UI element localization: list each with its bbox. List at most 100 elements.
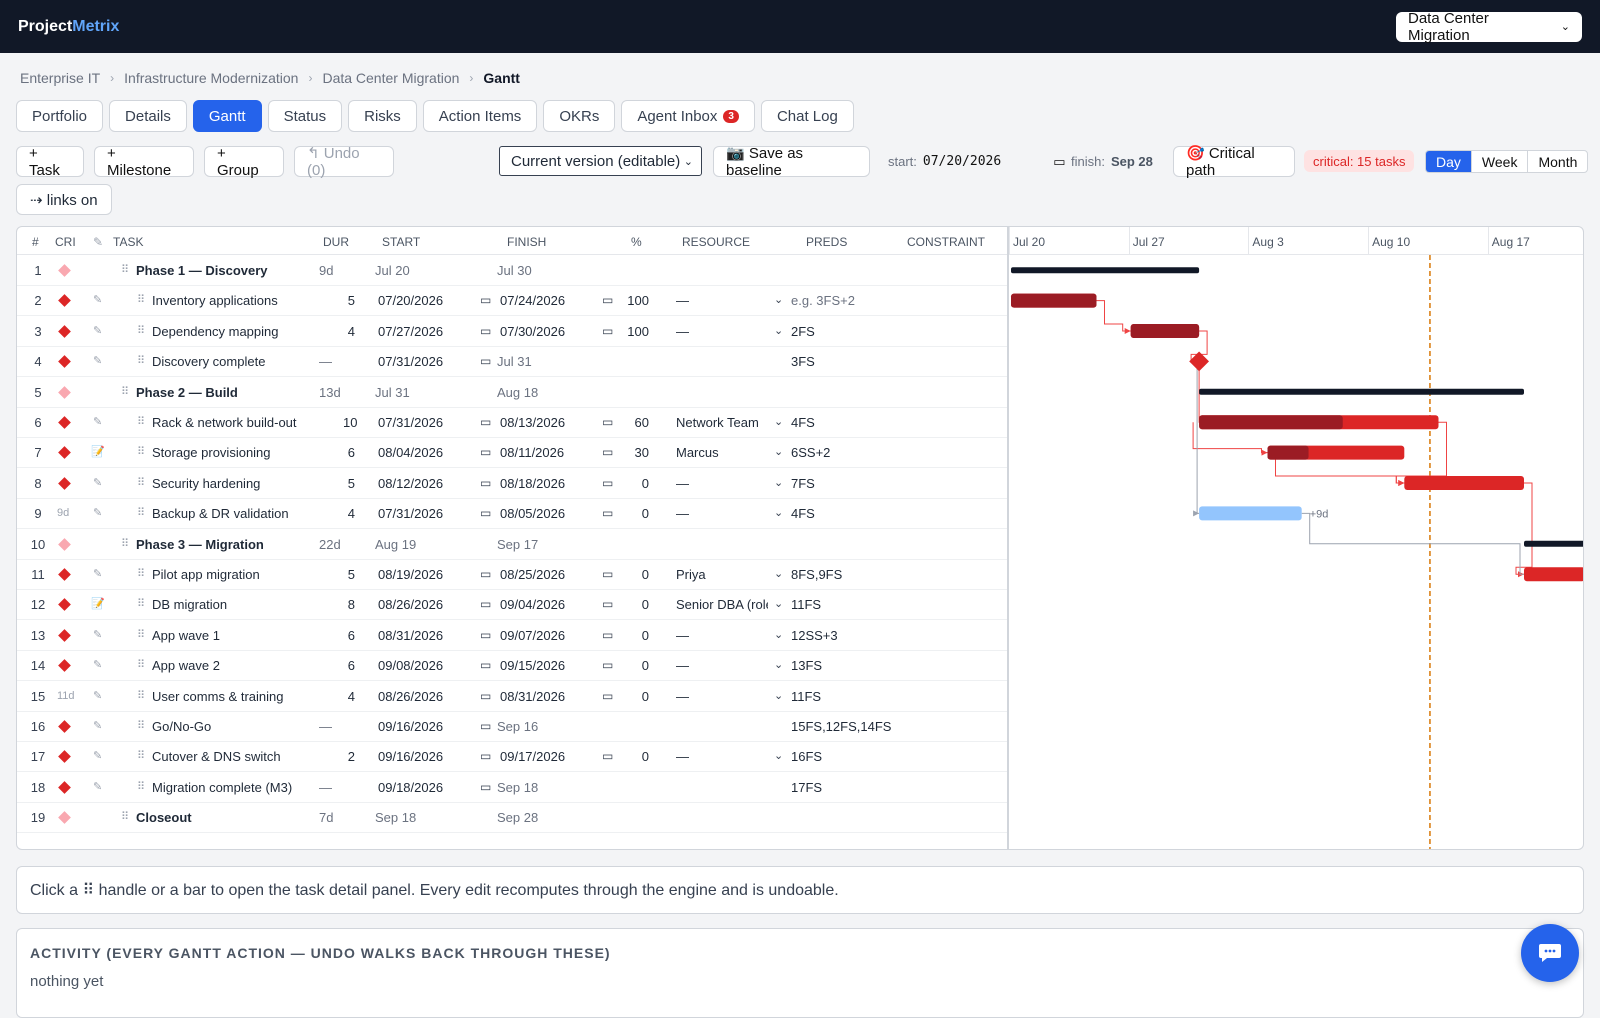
task-name[interactable]: DB migration [152,597,228,613]
task-name[interactable]: Dependency mapping [152,323,279,339]
calendar-icon[interactable]: ▭ [480,293,492,308]
group-row[interactable]: 5 ⠿ Phase 2 — Build 13d Jul 31 Aug 18 [17,377,1007,408]
start-date-input[interactable]: 08/31/2026 [378,627,444,643]
finish-date-input[interactable]: 08/11/2026 [500,445,565,461]
predecessors-input[interactable]: 4FS [791,506,815,522]
links-toggle-button[interactable]: ⇢ links on [16,184,112,215]
drag-handle-icon[interactable]: ⠿ [137,598,146,611]
predecessors-input[interactable]: e.g. 3FS+2 [791,293,855,309]
breadcrumb-item[interactable]: Data Center Migration [322,70,460,86]
calendar-icon[interactable]: ▭ [480,779,492,794]
resource-select[interactable]: Marcus [676,445,719,461]
percent-complete-input[interactable]: 60 [634,415,649,430]
calendar-icon[interactable]: ▭ [602,506,614,521]
task-name[interactable]: Security hardening [152,475,261,491]
undo-button[interactable]: ↰ Undo (0) [294,145,394,179]
task-name[interactable]: Rack & network build-out [152,415,297,430]
resource-select[interactable]: Priya [676,567,706,582]
edit-pencil-icon[interactable]: ✎ [93,568,103,580]
edit-pencil-icon[interactable]: ✎ [93,507,103,520]
predecessors-input[interactable]: 11FS [791,688,822,704]
drag-handle-icon[interactable]: ⠿ [137,568,146,580]
calendar-icon[interactable]: ▭ [480,354,492,369]
task-name[interactable]: Phase 1 — Discovery [136,263,268,278]
drag-handle-icon[interactable]: ⠿ [137,689,146,702]
save-baseline-button[interactable]: 📷 Save as baseline [713,145,870,179]
drag-handle-icon[interactable]: ⠿ [137,355,146,368]
drag-handle-icon[interactable]: ⠿ [121,385,130,398]
predecessors-input[interactable]: 11FS [791,597,822,613]
drag-handle-icon[interactable]: ⠿ [137,294,146,307]
finish-date-input[interactable]: 07/30/2026 [500,323,566,339]
resource-select[interactable]: Network Team [676,415,759,430]
start-date-field[interactable]: start: 07/20/2026 ▭ [888,153,1066,170]
calendar-icon[interactable]: ▭ [480,749,492,764]
start-date-input[interactable]: 07/27/2026 [378,323,444,339]
resource-select[interactable]: — [676,658,689,674]
calendar-icon[interactable]: ▭ [480,445,492,460]
tab-action-items[interactable]: Action Items [422,100,538,132]
drag-handle-icon[interactable]: ⠿ [137,416,146,428]
col-constraint[interactable]: CONSTRAINT [907,235,985,249]
table-row[interactable]: 6 ✎ ⠿ Rack & network build-out 10 07/31/2026 ▭… [17,407,1007,438]
tab-chat-log[interactable]: Chat Log [760,100,854,132]
percent-complete-input[interactable]: 0 [641,567,649,582]
col-task[interactable]: TASK [113,235,144,249]
drag-handle-icon[interactable]: ⠿ [121,264,130,276]
duration-value[interactable]: 5 [347,293,355,309]
chevron-down-icon[interactable]: ⌄ [774,416,784,428]
task-name[interactable]: Closeout [136,810,192,826]
note-icon[interactable]: 📝 [91,598,105,611]
chat-button[interactable] [1521,924,1579,982]
resource-select[interactable]: — [676,627,689,643]
table-row[interactable]: 9 9d ✎ ⠿ Backup & DR validation 4 07/31/2026 ▭ 0… [17,498,1007,530]
predecessors-input[interactable]: 17FS [791,779,823,795]
task-name[interactable]: Inventory applications [152,293,278,309]
edit-pencil-icon[interactable]: ✎ [93,689,103,702]
percent-complete-input[interactable]: 0 [641,475,649,491]
chevron-down-icon[interactable]: ⌄ [774,324,784,337]
table-row[interactable]: 13 ✎ ⠿ App wave 1 6 08/31/2026 ▭ 09/07/2026 ▭ 0 — ⌄… [17,620,1007,651]
tab-agent-inbox[interactable]: Agent Inbox 3 [621,100,755,132]
task-name[interactable]: Backup & DR validation [152,506,289,522]
tab-details[interactable]: Details [109,100,187,132]
col-preds[interactable]: PREDS [806,235,848,249]
calendar-icon[interactable]: ▭ [480,475,492,490]
predecessors-input[interactable]: 2FS [791,323,815,339]
edit-pencil-icon[interactable]: ✎ [93,628,103,641]
tab-status[interactable]: Status [267,100,343,132]
calendar-icon[interactable]: ▭ [480,506,492,521]
start-date-input[interactable]: 09/08/2026 [378,658,444,674]
task-name[interactable]: Phase 2 — Build [136,384,238,400]
drag-handle-icon[interactable]: ⠿ [137,324,146,337]
table-row[interactable]: 15 11d ✎ ⠿ User comms & training 4 08/26/2026 ▭… [17,681,1007,712]
calendar-icon[interactable]: ▭ [602,445,614,460]
chevron-down-icon[interactable]: ⌄ [774,598,784,611]
percent-complete-input[interactable]: 30 [634,445,649,461]
task-name[interactable]: Storage provisioning [152,445,271,461]
finish-date-input[interactable]: 07/24/2026 [500,293,566,309]
table-row[interactable]: 2 ✎ ⠿ Inventory applications 5 07/20/2026 ▭ 07/… [17,285,1007,317]
percent-complete-input[interactable]: 0 [641,506,649,522]
predecessors-input[interactable]: 7FS [791,475,815,491]
table-row[interactable]: 11 ✎ ⠿ Pilot app migration 5 08/19/2026 ▭ 08/25… [17,559,1007,590]
calendar-icon[interactable]: ▭ [480,688,492,703]
chevron-down-icon[interactable]: ⌄ [774,294,784,307]
duration-value[interactable]: 6 [347,658,355,674]
table-row[interactable]: 17 ✎ ⠿ Cutover & DNS switch 2 09/16/2026 ▭ 09/1… [17,741,1007,773]
start-date-input[interactable]: 07/31/2026 [378,506,444,522]
start-date-input[interactable]: 08/26/2026 [378,688,444,704]
edit-pencil-icon[interactable]: ✎ [93,324,103,337]
edit-pencil-icon[interactable]: ✎ [93,476,103,489]
tab-portfolio[interactable]: Portfolio [16,100,104,132]
task-name[interactable]: Pilot app migration [152,567,260,582]
group-row[interactable]: 1 ⠿ Phase 1 — Discovery 9d Jul 20 Jul 30 [17,255,1007,286]
table-row[interactable]: 12 📝 ⠿ DB migration 8 08/26/2026 ▭ 09/04/2026 ▭ 0… [17,589,1007,621]
edit-pencil-icon[interactable]: ✎ [93,780,103,793]
task-bar[interactable] [1199,506,1302,521]
resource-select[interactable]: — [676,323,689,339]
project-select[interactable]: Data Center Migration ⌄ [1396,10,1582,44]
duration-value[interactable]: 5 [347,475,355,491]
predecessors-input[interactable]: 13FS [791,658,823,674]
start-date-input[interactable]: 07/31/2026 [378,354,444,370]
